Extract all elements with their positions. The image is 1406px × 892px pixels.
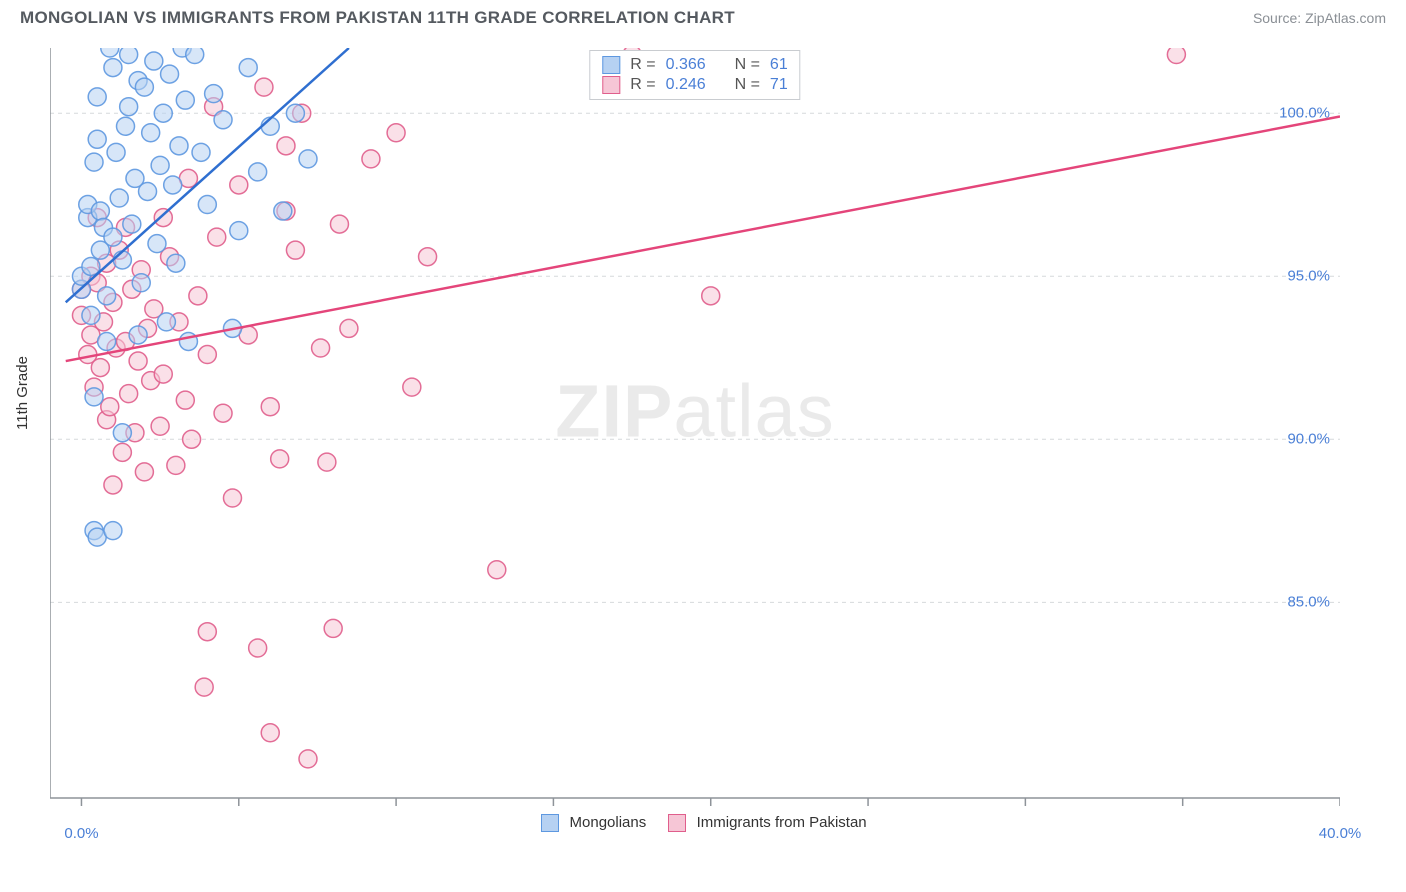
y-axis-label: 11th Grade <box>14 356 31 430</box>
legend-row-a: R = 0.366 N = 61 <box>602 55 787 75</box>
chart-title: MONGOLIAN VS IMMIGRANTS FROM PAKISTAN 11… <box>20 8 735 28</box>
legend-swatch-pakistan <box>668 814 686 832</box>
source-attribution: Source: ZipAtlas.com <box>1253 10 1386 26</box>
y-tick-label: 85.0% <box>1287 594 1330 611</box>
x-tick-label: 40.0% <box>1319 825 1362 842</box>
scatter-plot <box>50 48 1340 838</box>
y-tick-label: 95.0% <box>1287 268 1330 285</box>
chart-area: ZIPatlas R = 0.366 N = 61 R = 0.246 N = … <box>50 48 1340 838</box>
y-tick-label: 100.0% <box>1279 105 1330 122</box>
y-tick-label: 90.0% <box>1287 431 1330 448</box>
series-legend: Mongolians Immigrants from Pakistan <box>50 814 1340 832</box>
legend-row-b: R = 0.246 N = 71 <box>602 75 787 95</box>
x-tick-label: 0.0% <box>64 825 98 842</box>
legend-label-pakistan: Immigrants from Pakistan <box>697 814 867 831</box>
legend-swatch-b <box>602 76 620 94</box>
legend-swatch-mongolians <box>541 814 559 832</box>
legend-swatch-a <box>602 56 620 74</box>
legend-label-mongolians: Mongolians <box>570 814 647 831</box>
correlation-legend: R = 0.366 N = 61 R = 0.246 N = 71 <box>589 50 800 100</box>
